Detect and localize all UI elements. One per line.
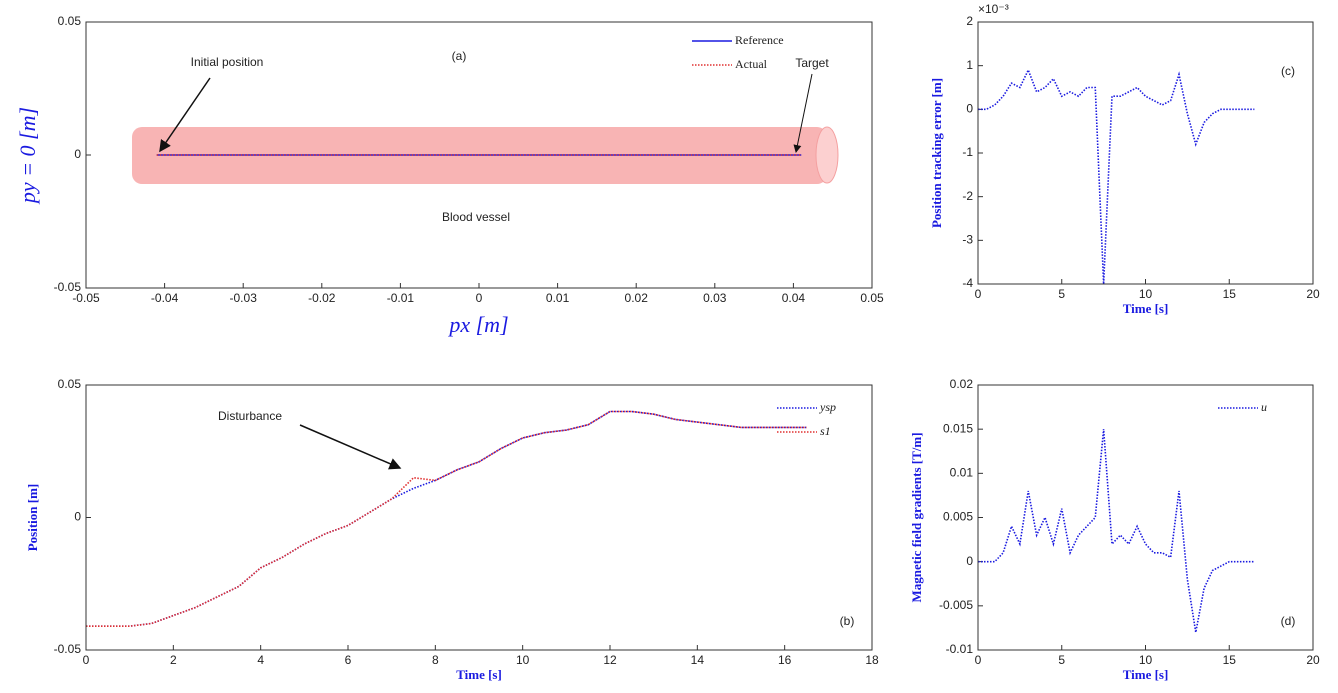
- plot-frame: [977, 384, 1314, 651]
- panel-label: (b): [840, 614, 855, 628]
- x-tick-label: 0: [975, 653, 982, 667]
- plot-frame: [85, 21, 873, 289]
- y-axis-label: py = 0 [m]: [15, 107, 40, 205]
- x-tick-label: 10: [516, 653, 530, 667]
- y-tick-label: -0.05: [54, 642, 82, 656]
- annotation: Disturbance: [218, 409, 282, 423]
- panel-label: (c): [1281, 64, 1295, 78]
- plot-frame: [977, 21, 1314, 285]
- y-tick-label: 0.05: [58, 14, 82, 28]
- x-tick-label: 10: [1139, 287, 1153, 301]
- y-tick-label: 1: [966, 58, 973, 72]
- x-tick-label: 5: [1058, 287, 1065, 301]
- x-tick-label: 0.02: [625, 291, 649, 305]
- y-tick-label: 0.05: [58, 377, 82, 391]
- x-tick-label: 8: [432, 653, 439, 667]
- arrow: [159, 77, 211, 153]
- x-tick-label: 0: [83, 653, 90, 667]
- x-axis-label: Time [s]: [456, 667, 502, 682]
- arrow: [793, 73, 813, 153]
- y-tick-label: -1: [962, 145, 973, 159]
- x-tick-label: 4: [257, 653, 264, 667]
- x-tick-label: -0.02: [308, 291, 336, 305]
- y-axis-label: Position tracking error [m]: [929, 78, 944, 228]
- x-tick-label: 0.01: [546, 291, 570, 305]
- y-axis-label: Position [m]: [25, 484, 40, 552]
- y-tick-label: 0: [74, 147, 81, 161]
- annotation: Initial position: [191, 55, 264, 69]
- x-tick-label: 20: [1306, 287, 1320, 301]
- x-axis-label: px [m]: [447, 312, 508, 337]
- y-tick-label: -0.05: [54, 280, 82, 294]
- x-tick-label: 10: [1139, 653, 1153, 667]
- arrow: [299, 424, 402, 470]
- x-tick-label: 15: [1223, 287, 1237, 301]
- vessel-end: [815, 126, 839, 184]
- x-tick-label: 0: [975, 287, 982, 301]
- series-line: [86, 410, 807, 627]
- x-tick-label: 2: [170, 653, 177, 667]
- x-tick-label: 15: [1223, 653, 1237, 667]
- y-tick-label: 0.015: [943, 421, 973, 435]
- legend-label: u: [1261, 400, 1267, 414]
- y-tick-label: -0.01: [946, 642, 974, 656]
- series-line: [978, 429, 1255, 633]
- y-tick-label: 0: [966, 102, 973, 116]
- y-tick-label: 0.01: [950, 466, 974, 480]
- exponent-label: ×10⁻³: [978, 2, 1009, 16]
- x-tick-label: 20: [1306, 653, 1320, 667]
- x-tick-label: 16: [778, 653, 792, 667]
- x-tick-label: 0: [476, 291, 483, 305]
- x-tick-label: 5: [1058, 653, 1065, 667]
- x-tick-label: 0.04: [782, 291, 806, 305]
- x-tick-label: -0.04: [151, 291, 179, 305]
- x-axis-label: Time [s]: [1123, 301, 1169, 316]
- y-tick-label: 2: [966, 14, 973, 28]
- y-tick-label: -3: [962, 233, 973, 247]
- legend-label: Actual: [735, 57, 768, 71]
- x-tick-label: -0.03: [230, 291, 258, 305]
- x-tick-label: -0.01: [387, 291, 415, 305]
- x-tick-label: 14: [691, 653, 705, 667]
- legend-label: s1: [820, 424, 831, 438]
- series-line: [86, 410, 807, 627]
- x-axis-label: Time [s]: [1123, 667, 1169, 682]
- x-tick-label: 0.05: [860, 291, 884, 305]
- x-tick-label: 18: [865, 653, 879, 667]
- series-line: [978, 68, 1255, 285]
- x-tick-label: -0.05: [72, 291, 100, 305]
- legend-label: Reference: [735, 33, 784, 47]
- y-axis-label: Magnetic field gradients [T/m]: [909, 432, 924, 602]
- y-tick-label: 0: [74, 510, 81, 524]
- y-tick-label: -2: [962, 189, 973, 203]
- plot-frame: [85, 384, 873, 651]
- legend-label: ysp: [819, 400, 836, 414]
- annotation: Target: [795, 56, 829, 70]
- y-tick-label: 0.005: [943, 510, 973, 524]
- x-tick-label: 0.03: [703, 291, 727, 305]
- x-tick-label: 6: [345, 653, 352, 667]
- y-tick-label: -4: [962, 276, 973, 290]
- y-tick-label: 0: [966, 554, 973, 568]
- y-tick-label: 0.02: [950, 377, 974, 391]
- y-tick-label: -0.005: [939, 598, 973, 612]
- panel-label: (a): [452, 49, 467, 63]
- x-tick-label: 12: [603, 653, 617, 667]
- panel-label: (d): [1281, 614, 1296, 628]
- annotation: Blood vessel: [442, 210, 510, 224]
